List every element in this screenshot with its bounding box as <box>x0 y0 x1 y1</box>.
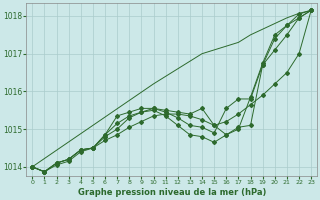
X-axis label: Graphe pression niveau de la mer (hPa): Graphe pression niveau de la mer (hPa) <box>77 188 266 197</box>
